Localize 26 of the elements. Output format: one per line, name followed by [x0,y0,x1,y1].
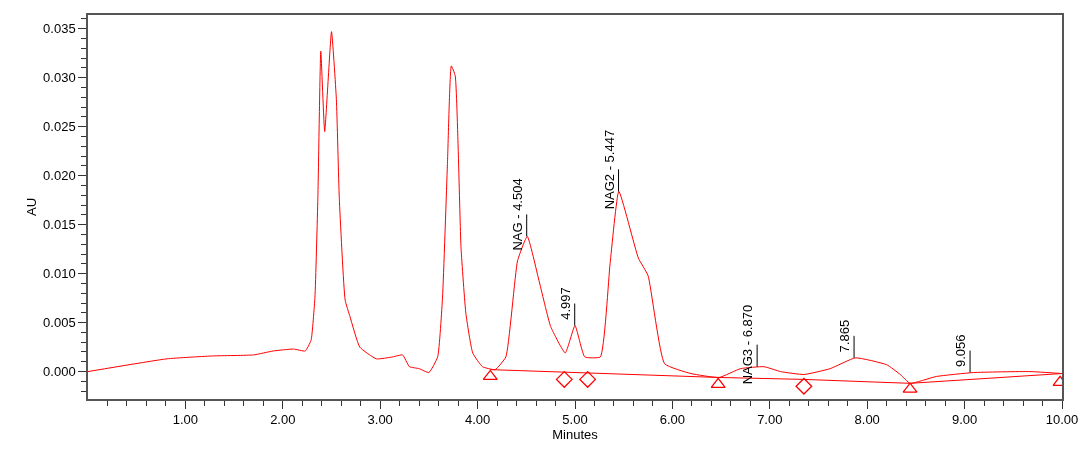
x-tick-label: 2.00 [270,412,296,428]
y-tick-label: 0.010 [43,266,76,282]
y-tick-label: 0.025 [43,119,76,135]
x-tick-label: 6.00 [659,412,686,428]
annotation: 7.865 [836,319,852,353]
x-tick-label: 7.00 [757,412,783,428]
x-tick-label: 8.00 [854,412,880,428]
x-tick-label: 4.00 [464,412,491,428]
y-tick-label: 0.000 [43,364,76,380]
x-tick-label: 3.00 [367,412,393,428]
x-axis-title: Minutes [552,427,599,443]
y-tick-label: 0.020 [43,168,76,184]
annotation: NAG - 4.504 [509,178,525,251]
y-tick-label: 0.030 [43,70,76,86]
y-tick-label: 0.005 [43,315,76,331]
annotation: NAG3 - 6.870 [739,304,755,385]
y-tick-label: 0.035 [43,21,76,37]
x-tick-label: 1.00 [172,412,199,428]
annotation: NAG2 - 5.447 [601,129,617,210]
x-tick-label: 10.00 [1045,412,1079,428]
annotation: 9.056 [953,334,968,368]
annotation: 4.997 [557,287,573,320]
x-tick-label: 9.00 [951,412,978,428]
y-axis-title: AU [23,197,39,217]
y-tick-label: 0.015 [43,217,76,233]
x-tick-label: 5.00 [562,412,588,428]
